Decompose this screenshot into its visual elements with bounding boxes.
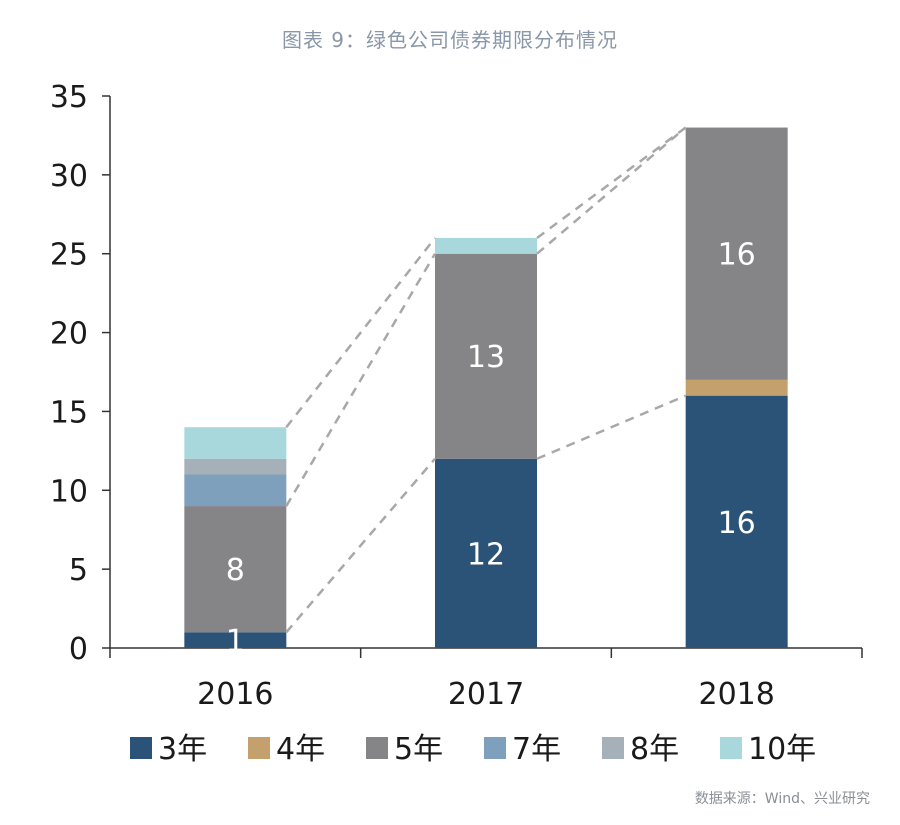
y-tick-label: 15 <box>50 395 88 430</box>
data-label: 12 <box>467 537 505 572</box>
legend-label: 3年 <box>158 732 207 767</box>
bar-segment <box>184 632 287 648</box>
legend-label: 10年 <box>748 732 816 767</box>
bar-segment <box>685 127 788 380</box>
y-tick-label: 10 <box>50 474 88 509</box>
connector-line <box>536 394 687 460</box>
y-tick-label: 5 <box>69 553 88 588</box>
data-label: 1 <box>226 624 245 659</box>
bar-segment <box>685 395 788 648</box>
legend-label: 5年 <box>394 732 443 767</box>
y-tick-label: 0 <box>69 632 88 667</box>
y-tick-label: 20 <box>50 317 88 352</box>
legend-swatch <box>130 737 152 759</box>
bar-segment <box>435 458 537 648</box>
bar-segment <box>184 506 287 633</box>
connector-line <box>285 457 436 634</box>
data-label: 16 <box>718 238 756 273</box>
x-tick-label: 2016 <box>197 677 273 712</box>
bar-segment <box>184 474 287 507</box>
legend-label: 4年 <box>276 732 325 767</box>
legend-label: 8年 <box>630 732 679 767</box>
x-tick-label: 2018 <box>698 677 774 712</box>
connector-line <box>285 237 436 428</box>
bar-segment <box>184 458 287 475</box>
bar-segment <box>435 237 537 254</box>
data-label: 16 <box>718 506 756 541</box>
y-tick-label: 35 <box>50 80 88 115</box>
connector-line <box>536 126 687 239</box>
data-label: 13 <box>467 340 505 375</box>
y-tick-label: 30 <box>50 159 88 194</box>
bar-segment <box>685 379 788 396</box>
y-tick-label: 25 <box>50 238 88 273</box>
legend-swatch <box>366 737 388 759</box>
bar-segment <box>435 253 537 459</box>
legend-swatch <box>602 737 624 759</box>
source-note: 数据来源：Wind、兴业研究 <box>694 791 870 807</box>
connector-line <box>285 253 437 507</box>
legend-swatch <box>720 737 742 759</box>
bar-segment <box>184 427 287 459</box>
x-tick-label: 2017 <box>448 677 524 712</box>
legend-swatch <box>248 737 270 759</box>
connector-line <box>536 126 687 255</box>
legend-swatch <box>484 737 506 759</box>
chart-title: 图表 9：绿色公司债券期限分布情况 <box>281 28 619 52</box>
data-label: 8 <box>226 553 245 588</box>
legend-label: 7年 <box>512 732 561 767</box>
